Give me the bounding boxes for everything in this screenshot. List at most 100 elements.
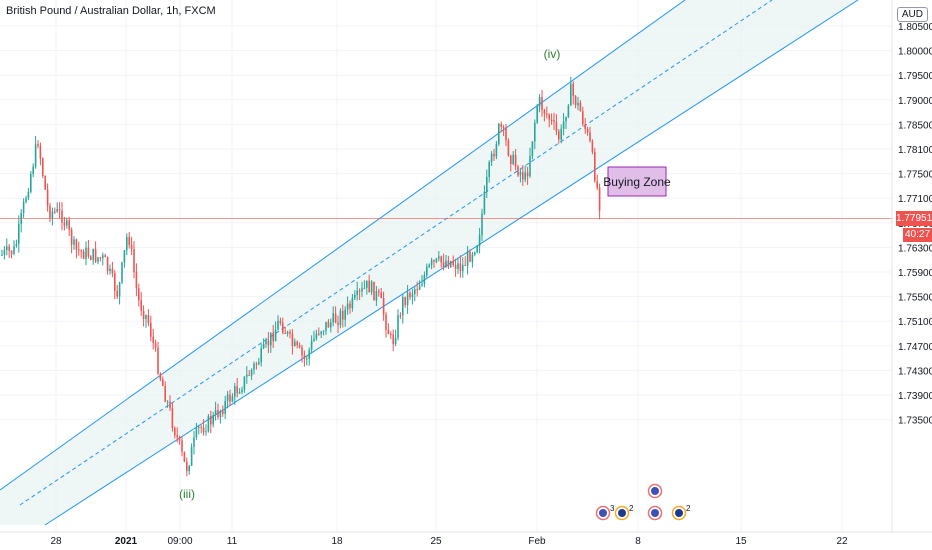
candle-body	[466, 251, 469, 266]
candle-body	[416, 289, 418, 291]
candle-body	[222, 410, 224, 414]
candle-body	[58, 209, 61, 211]
price-tick-label: 1.75100	[898, 317, 932, 328]
candle-body	[526, 172, 529, 177]
candle-body	[217, 410, 219, 418]
price-tick-label: 1.77500	[898, 170, 932, 181]
candle-body	[159, 373, 162, 380]
time-axis[interactable]: 28 2021 09:00 11 18 25 Feb 8 15 22	[0, 531, 932, 547]
candle-body	[219, 410, 222, 418]
candle-body	[438, 256, 440, 259]
candle-body	[236, 386, 238, 394]
candle-body	[555, 121, 558, 132]
price-tick-label: 1.73900	[898, 391, 932, 402]
candle-body	[519, 172, 522, 176]
candle-body	[406, 292, 409, 305]
candle-body	[99, 257, 102, 259]
candle-body	[570, 83, 572, 106]
candle-body	[394, 337, 397, 345]
candle-body	[390, 334, 392, 336]
candle-body	[212, 414, 214, 425]
time-tick-label: 15	[735, 536, 747, 547]
candle-body	[87, 247, 90, 257]
candle-body	[382, 297, 385, 315]
candle-body	[279, 320, 282, 323]
candle-body	[397, 315, 399, 338]
price-axis[interactable]: 1.80500 1.80000 1.79500 1.79000 1.78500 1.781…	[891, 0, 932, 532]
candle-body	[207, 415, 210, 432]
candle-body	[248, 374, 250, 376]
candle-body	[97, 257, 99, 262]
candle-body	[286, 331, 289, 334]
candle-body	[61, 210, 63, 223]
candle-body	[104, 255, 106, 258]
channel-upper-line[interactable]	[0, 0, 686, 491]
currency-badge[interactable]: AUD	[896, 7, 928, 22]
candle-body	[498, 123, 500, 145]
candle-body	[123, 250, 126, 263]
candle-body	[6, 246, 8, 250]
candle-body	[541, 96, 543, 111]
candle-body	[126, 236, 128, 251]
time-tick-label: 2021	[115, 536, 138, 547]
channel-median-line[interactable]	[19, 0, 773, 506]
candle-body	[195, 427, 198, 438]
candle-body	[330, 322, 332, 328]
candle-body	[358, 290, 361, 292]
candle-body	[582, 111, 584, 125]
candle-body	[154, 342, 157, 348]
candle-body	[118, 282, 121, 297]
candles	[1, 76, 601, 477]
candle-body	[121, 262, 123, 283]
candle-body	[478, 235, 481, 247]
candle-body	[514, 154, 517, 167]
candle-body	[385, 314, 387, 330]
candle-body	[502, 126, 505, 128]
candle-body	[171, 408, 174, 428]
candle-body	[44, 176, 46, 190]
candle-body	[178, 437, 181, 441]
buying-zone-box[interactable]	[607, 166, 667, 197]
candle-body	[114, 273, 116, 291]
candle-body	[238, 392, 241, 394]
candle-body	[78, 249, 80, 251]
candle-body	[567, 105, 570, 117]
candle-body	[54, 211, 56, 213]
candle-body	[445, 260, 447, 267]
candle-body	[325, 321, 327, 331]
candle-body	[471, 254, 474, 262]
candle-body	[560, 128, 562, 140]
candle-body	[133, 249, 135, 272]
candle-body	[39, 146, 42, 159]
candle-body	[529, 156, 531, 177]
candle-body	[224, 400, 226, 414]
candle-body	[596, 181, 598, 188]
candle-body	[589, 132, 591, 142]
candle-body	[8, 246, 10, 251]
candle-body	[493, 153, 495, 157]
candle-body	[313, 338, 315, 341]
candle-body	[18, 223, 20, 244]
candle-body	[327, 321, 330, 328]
candle-body	[13, 246, 15, 254]
candle-body	[80, 250, 82, 252]
price-tick-label: 1.78100	[898, 145, 932, 156]
candle-body	[404, 296, 406, 305]
candle-body	[553, 119, 555, 122]
candle-body	[507, 140, 510, 156]
flag-icon	[651, 509, 659, 517]
candle-body	[536, 106, 538, 123]
flag-icon	[618, 509, 626, 517]
buying-zone-label: Buying Zone	[603, 175, 671, 189]
candle-body	[162, 379, 164, 386]
candle-body	[486, 176, 488, 192]
candle-body	[298, 345, 301, 348]
candle-body	[306, 358, 308, 360]
price-tick-label: 1.78500	[898, 120, 932, 131]
candle-body	[370, 281, 373, 293]
candle-body	[147, 315, 150, 323]
candle-body	[260, 348, 262, 363]
candle-body	[464, 264, 466, 266]
candle-body	[183, 451, 186, 462]
